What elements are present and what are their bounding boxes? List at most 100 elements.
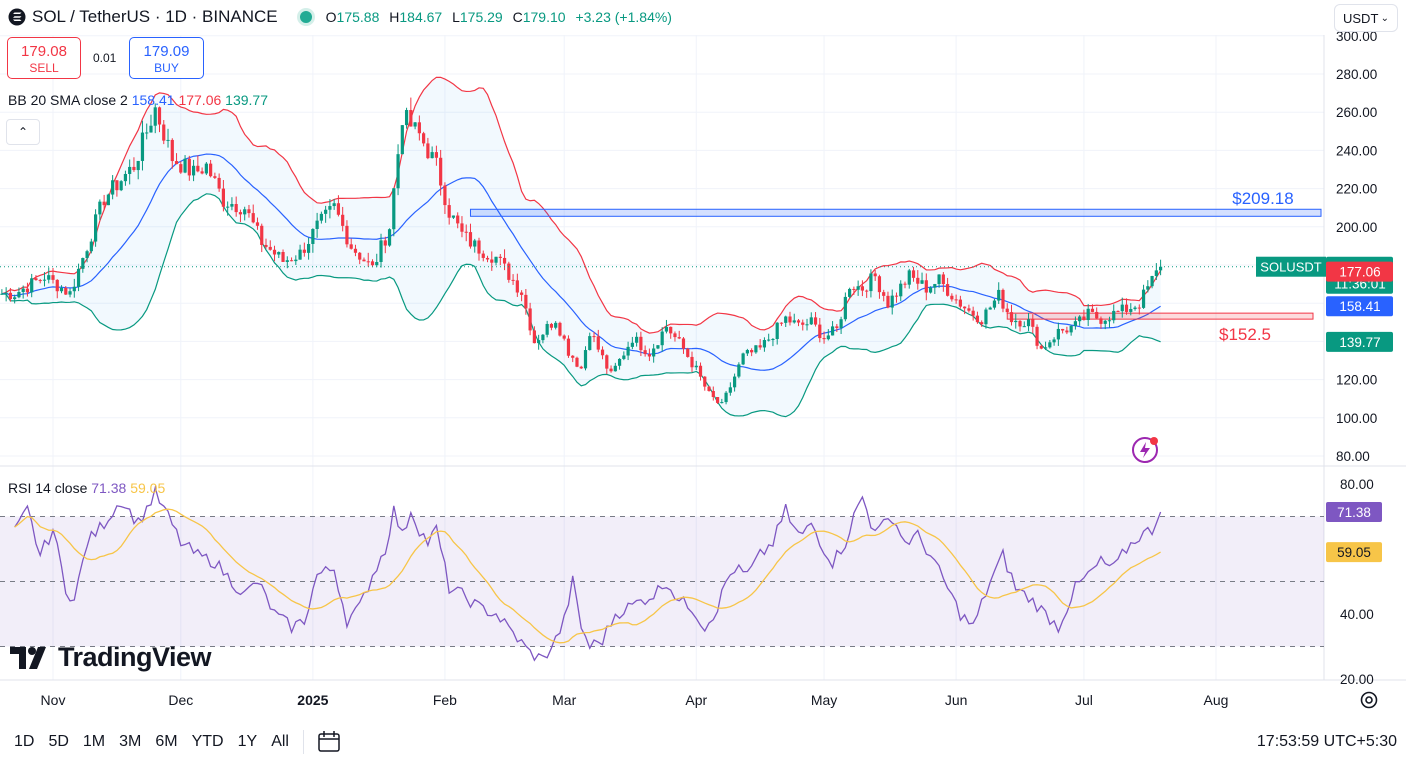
candle[interactable]	[528, 302, 532, 336]
candle[interactable]	[707, 385, 711, 392]
candle[interactable]	[247, 204, 251, 218]
candle[interactable]	[792, 313, 796, 324]
candle[interactable]	[1154, 263, 1158, 280]
candle[interactable]	[946, 277, 950, 297]
alert-lightning-icon[interactable]	[1131, 435, 1161, 465]
candle[interactable]	[1082, 309, 1086, 321]
candle[interactable]	[728, 382, 732, 396]
candle[interactable]	[813, 312, 818, 327]
candle[interactable]	[153, 103, 157, 134]
candle[interactable]	[145, 123, 149, 140]
candle[interactable]	[89, 238, 93, 254]
candle[interactable]	[673, 331, 677, 342]
candle[interactable]	[255, 217, 260, 230]
candle[interactable]	[430, 146, 434, 159]
candle[interactable]	[677, 330, 681, 340]
candle[interactable]	[396, 144, 400, 196]
bollinger-bands[interactable]	[1, 76, 1162, 418]
candle[interactable]	[622, 351, 626, 361]
candle[interactable]	[775, 322, 779, 345]
candle[interactable]	[417, 115, 421, 141]
candle[interactable]	[698, 362, 703, 381]
candle[interactable]	[260, 223, 264, 253]
candle[interactable]	[383, 236, 387, 254]
candle[interactable]	[1103, 319, 1107, 330]
candle[interactable]	[511, 274, 515, 285]
candle[interactable]	[762, 337, 767, 352]
candle[interactable]	[68, 288, 72, 298]
timeframe-1d[interactable]: 1D	[14, 732, 35, 750]
candle[interactable]	[664, 319, 669, 334]
candle[interactable]	[289, 257, 294, 262]
candle[interactable]	[788, 311, 792, 326]
candle[interactable]	[630, 336, 634, 350]
bb-basis-line[interactable]	[1, 153, 1161, 371]
candle[interactable]	[1069, 324, 1073, 336]
settings-gear-icon[interactable]	[1358, 689, 1380, 711]
candle[interactable]	[1095, 307, 1099, 320]
candle[interactable]	[1035, 324, 1039, 350]
candle[interactable]	[1078, 315, 1082, 326]
candle[interactable]	[196, 155, 200, 173]
candle[interactable]	[600, 346, 605, 360]
candle[interactable]	[439, 149, 443, 196]
candle[interactable]	[652, 343, 656, 363]
candle[interactable]	[336, 195, 341, 217]
candle[interactable]	[264, 238, 268, 249]
candle[interactable]	[758, 339, 762, 350]
candle[interactable]	[200, 167, 204, 175]
timeframe-5d[interactable]: 5D	[48, 732, 69, 750]
candle[interactable]	[349, 238, 353, 250]
candle[interactable]	[937, 274, 941, 288]
candle[interactable]	[1052, 337, 1056, 346]
candle[interactable]	[890, 289, 894, 315]
candle[interactable]	[507, 261, 511, 283]
candle[interactable]	[1159, 259, 1163, 276]
candle[interactable]	[375, 253, 379, 268]
candle[interactable]	[477, 237, 481, 261]
candle[interactable]	[1133, 305, 1137, 311]
candle[interactable]	[771, 338, 775, 347]
candle[interactable]	[941, 272, 945, 292]
candle[interactable]	[558, 321, 562, 337]
candle[interactable]	[988, 306, 992, 310]
candle[interactable]	[473, 238, 477, 253]
candle[interactable]	[656, 345, 660, 350]
candle[interactable]	[272, 245, 277, 262]
candle[interactable]	[984, 307, 988, 329]
candle[interactable]	[277, 251, 281, 259]
candle[interactable]	[434, 145, 438, 166]
candle[interactable]	[81, 257, 85, 273]
candle[interactable]	[111, 175, 115, 200]
candle[interactable]	[579, 365, 583, 369]
candle[interactable]	[302, 242, 306, 257]
candle[interactable]	[76, 263, 81, 292]
candle[interactable]	[179, 161, 183, 174]
support-zone[interactable]	[1006, 312, 1314, 320]
candle[interactable]	[98, 199, 102, 221]
candle[interactable]	[191, 159, 196, 182]
candle[interactable]	[532, 326, 536, 344]
candle[interactable]	[869, 269, 873, 298]
candle[interactable]	[592, 331, 596, 343]
candle[interactable]	[140, 120, 145, 171]
rsi-line[interactable]	[14, 484, 1162, 662]
candle[interactable]	[362, 257, 366, 262]
candle[interactable]	[451, 215, 456, 219]
timeframe-3m[interactable]: 3M	[119, 732, 142, 750]
candle[interactable]	[1112, 304, 1116, 324]
candle[interactable]	[920, 272, 924, 285]
candle[interactable]	[324, 205, 328, 223]
candle[interactable]	[115, 180, 119, 197]
candle[interactable]	[801, 319, 805, 331]
candle[interactable]	[1022, 321, 1026, 328]
candle[interactable]	[886, 291, 890, 309]
candle[interactable]	[17, 287, 21, 299]
rsi-sma-line[interactable]	[14, 508, 1161, 644]
candle[interactable]	[38, 278, 42, 284]
candle[interactable]	[843, 292, 847, 322]
bb-upper-line[interactable]	[1, 76, 1162, 334]
candle[interactable]	[779, 322, 784, 326]
